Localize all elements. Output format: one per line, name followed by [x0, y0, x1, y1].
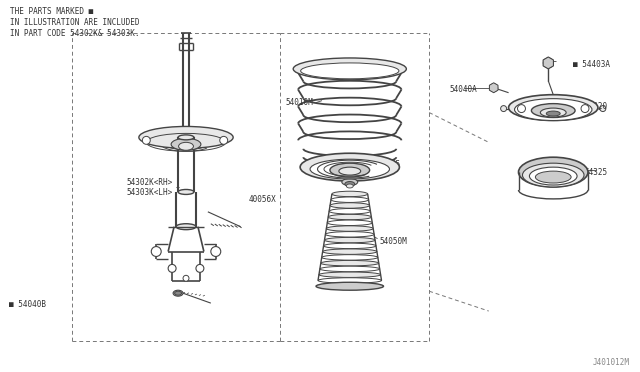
Ellipse shape [178, 135, 194, 140]
Text: THE PARTS MARKED ■: THE PARTS MARKED ■ [10, 7, 93, 16]
Ellipse shape [173, 290, 183, 296]
Ellipse shape [326, 226, 373, 231]
Text: J401012M: J401012M [593, 358, 630, 367]
Ellipse shape [342, 179, 358, 186]
Ellipse shape [515, 99, 592, 121]
Polygon shape [490, 83, 498, 93]
Circle shape [490, 84, 498, 92]
Circle shape [142, 137, 150, 144]
Ellipse shape [531, 104, 575, 118]
Circle shape [168, 264, 176, 272]
Circle shape [545, 60, 551, 66]
Circle shape [183, 275, 189, 281]
Ellipse shape [345, 182, 355, 186]
Circle shape [600, 106, 606, 112]
Text: IN ILLUSTRATION ARE INCLUDED: IN ILLUSTRATION ARE INCLUDED [10, 18, 140, 27]
Text: 54303K<LH>: 54303K<LH> [127, 189, 173, 198]
Text: 54010M: 54010M [285, 98, 313, 107]
Ellipse shape [327, 220, 372, 225]
Ellipse shape [536, 171, 571, 183]
Ellipse shape [323, 249, 377, 254]
Ellipse shape [331, 197, 369, 202]
Ellipse shape [178, 189, 194, 195]
Circle shape [518, 105, 525, 113]
Ellipse shape [310, 159, 390, 179]
Ellipse shape [328, 214, 371, 220]
Ellipse shape [321, 260, 379, 266]
Circle shape [220, 137, 228, 144]
Ellipse shape [171, 138, 201, 150]
Ellipse shape [324, 243, 376, 248]
Ellipse shape [318, 278, 381, 283]
Ellipse shape [316, 282, 383, 290]
Ellipse shape [324, 237, 375, 243]
Text: 54302K<RH>: 54302K<RH> [127, 177, 173, 186]
Circle shape [196, 264, 204, 272]
Ellipse shape [509, 95, 598, 121]
Ellipse shape [339, 167, 361, 175]
Text: 54325: 54325 [584, 168, 607, 177]
Ellipse shape [301, 63, 399, 79]
Circle shape [211, 247, 221, 256]
Text: ■ 54403A: ■ 54403A [573, 60, 610, 70]
Ellipse shape [330, 163, 370, 177]
Text: IN PART CODE 54302K& 54303K.: IN PART CODE 54302K& 54303K. [10, 29, 140, 38]
Ellipse shape [176, 224, 196, 230]
Text: 40056X: 40056X [248, 195, 276, 204]
Text: 54035: 54035 [378, 160, 401, 169]
Ellipse shape [175, 291, 182, 295]
Ellipse shape [325, 232, 374, 237]
Ellipse shape [522, 163, 584, 187]
Circle shape [581, 105, 589, 113]
Text: 54050M: 54050M [380, 237, 407, 246]
Circle shape [500, 106, 507, 112]
Ellipse shape [179, 142, 193, 150]
Polygon shape [543, 57, 554, 69]
Ellipse shape [329, 209, 371, 214]
Text: ■ 54040B: ■ 54040B [10, 299, 46, 309]
Ellipse shape [346, 184, 353, 188]
Circle shape [151, 247, 161, 256]
Ellipse shape [540, 108, 566, 117]
Ellipse shape [320, 266, 380, 272]
Ellipse shape [547, 111, 560, 116]
Circle shape [543, 58, 553, 68]
Ellipse shape [518, 157, 588, 187]
Ellipse shape [529, 167, 577, 185]
Text: 54040A: 54040A [449, 85, 477, 94]
Ellipse shape [300, 153, 399, 181]
Ellipse shape [293, 58, 406, 80]
Ellipse shape [319, 272, 381, 278]
Ellipse shape [332, 191, 367, 197]
Ellipse shape [322, 255, 378, 260]
Text: 54320: 54320 [584, 102, 607, 111]
Ellipse shape [330, 203, 369, 208]
Ellipse shape [139, 126, 233, 148]
